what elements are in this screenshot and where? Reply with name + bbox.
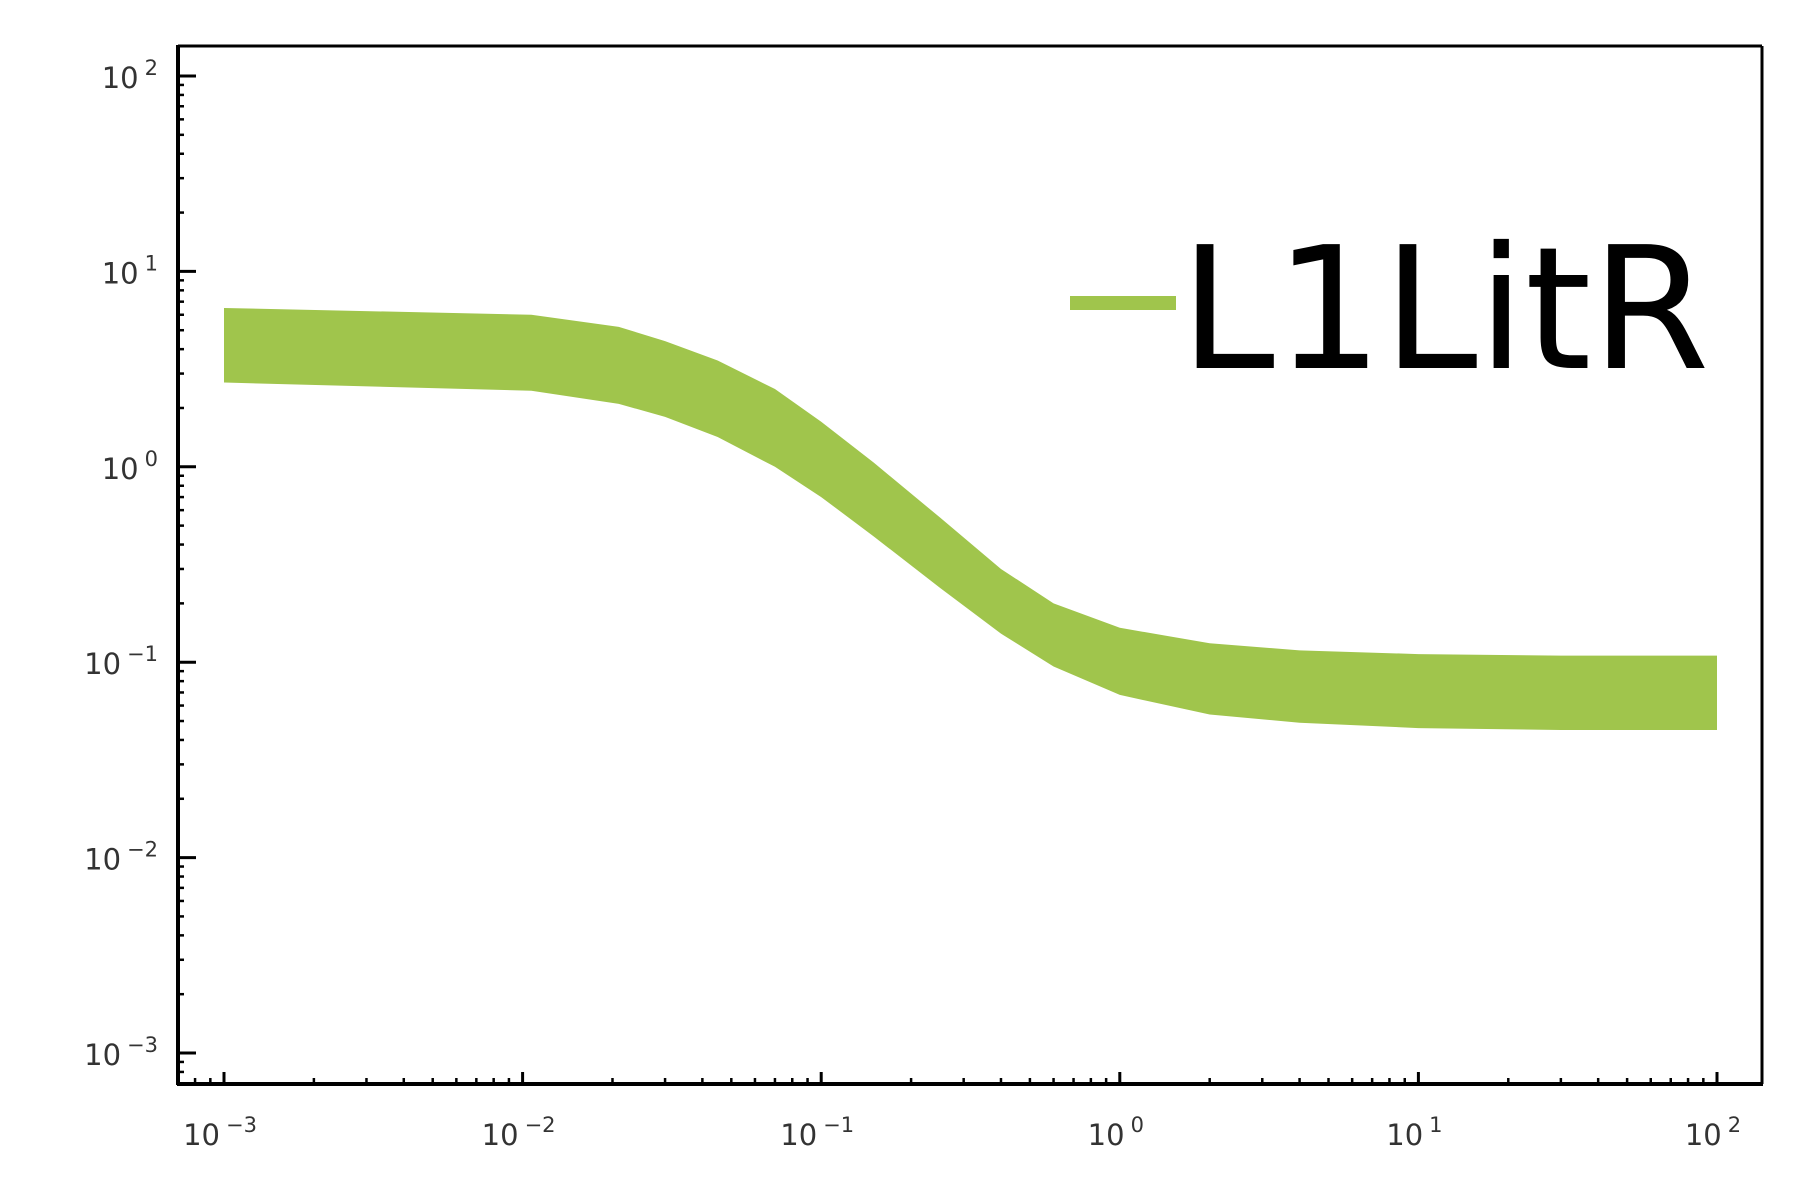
- y-tick-label: 10 −3: [84, 1033, 158, 1072]
- series-layer: [224, 307, 1717, 730]
- y-tick-label: 10 2: [102, 56, 158, 95]
- legend: L1LitR: [1070, 211, 1710, 409]
- legend-label: L1LitR: [1180, 211, 1710, 409]
- y-tick-label: 10 −1: [84, 642, 158, 681]
- y-tick-label: 10 −2: [84, 838, 158, 877]
- y-tick-label: 10 1: [102, 251, 158, 290]
- x-tick-label: 10 −2: [482, 1113, 556, 1152]
- x-tick-label: 10 0: [1088, 1113, 1144, 1152]
- x-tick-label: 10 −3: [183, 1113, 257, 1152]
- series-band-L1LitR: [224, 307, 1717, 730]
- x-tick-label: 10 1: [1386, 1113, 1442, 1152]
- x-tick-label: 10 −1: [780, 1113, 854, 1152]
- x-tick-label: 10 2: [1685, 1113, 1741, 1152]
- y-tick-label: 10 0: [102, 447, 158, 486]
- axes-layer: 10 −3 10 −2 10 −1 10 0 10 1 10 2 10 −3 10 −2 10 −1 10 0 10 1 1…: [84, 44, 1764, 1152]
- legend-swatch: [1070, 296, 1176, 310]
